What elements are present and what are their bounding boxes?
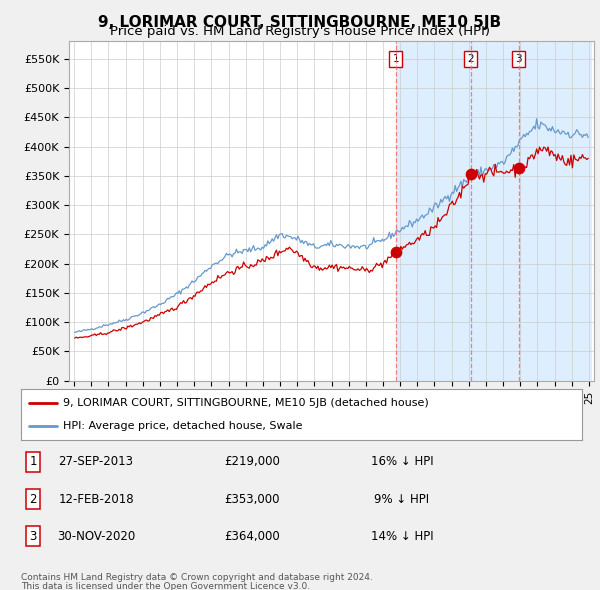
Text: Price paid vs. HM Land Registry's House Price Index (HPI): Price paid vs. HM Land Registry's House … bbox=[110, 25, 490, 38]
Text: Contains HM Land Registry data © Crown copyright and database right 2024.: Contains HM Land Registry data © Crown c… bbox=[21, 573, 373, 582]
Text: 14% ↓ HPI: 14% ↓ HPI bbox=[371, 530, 433, 543]
Text: 9, LORIMAR COURT, SITTINGBOURNE, ME10 5JB: 9, LORIMAR COURT, SITTINGBOURNE, ME10 5J… bbox=[98, 15, 502, 30]
Text: 16% ↓ HPI: 16% ↓ HPI bbox=[371, 455, 433, 468]
Bar bbox=[396, 41, 592, 381]
Text: £364,000: £364,000 bbox=[224, 530, 280, 543]
Text: 12-FEB-2018: 12-FEB-2018 bbox=[58, 493, 134, 506]
Text: 30-NOV-2020: 30-NOV-2020 bbox=[57, 530, 135, 543]
Point bbox=[466, 169, 476, 179]
Text: £219,000: £219,000 bbox=[224, 455, 280, 468]
Text: £353,000: £353,000 bbox=[224, 493, 280, 506]
Text: 9, LORIMAR COURT, SITTINGBOURNE, ME10 5JB (detached house): 9, LORIMAR COURT, SITTINGBOURNE, ME10 5J… bbox=[63, 398, 429, 408]
Point bbox=[514, 163, 524, 172]
Text: HPI: Average price, detached house, Swale: HPI: Average price, detached house, Swal… bbox=[63, 421, 302, 431]
Text: 2: 2 bbox=[467, 54, 474, 64]
Text: 3: 3 bbox=[29, 530, 37, 543]
Text: 1: 1 bbox=[29, 455, 37, 468]
Text: 2: 2 bbox=[29, 493, 37, 506]
Point bbox=[391, 248, 401, 257]
Text: 3: 3 bbox=[515, 54, 522, 64]
Text: 1: 1 bbox=[392, 54, 399, 64]
Text: 9% ↓ HPI: 9% ↓ HPI bbox=[374, 493, 430, 506]
Text: 27-SEP-2013: 27-SEP-2013 bbox=[59, 455, 133, 468]
Text: This data is licensed under the Open Government Licence v3.0.: This data is licensed under the Open Gov… bbox=[21, 582, 310, 590]
